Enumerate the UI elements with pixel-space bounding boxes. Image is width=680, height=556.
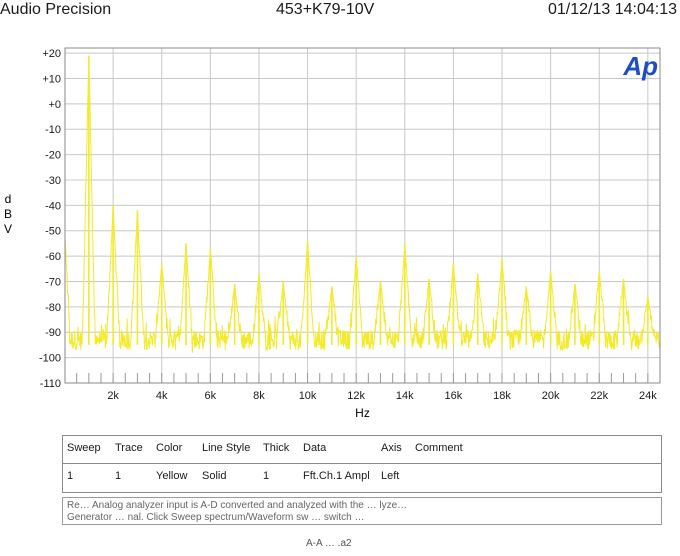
y-tick-label: -100 (39, 353, 61, 365)
cell-color: Yellow (156, 470, 188, 482)
col-axis-header: Axis (381, 442, 402, 454)
y-tick-label: -30 (45, 175, 61, 187)
cell-trace: 1 (115, 470, 122, 482)
plot-frame (64, 47, 661, 384)
cell-data: Fft.Ch.1 Ampl (303, 470, 370, 482)
y-tick-label: +0 (48, 99, 61, 111)
y-axis-label-char: V (4, 222, 12, 236)
col-thick-header: Thick (263, 442, 290, 454)
x-axis-label: Hz (355, 406, 370, 420)
y-axis: +20 +10 +0 -10 -20 -30 -40 -50 -60 -70 -80 -90 -100 -… (39, 48, 61, 390)
cell-linestyle: Solid (202, 470, 227, 482)
y-tick-label: -50 (45, 226, 61, 238)
x-tick-label: 2k (107, 390, 119, 402)
x-tick-label: 8k (253, 390, 265, 402)
x-axis: 2k 4k 6k 8k 10k 12k 14k 16k 18k 20k 22k 24k (107, 390, 657, 402)
spectrum-trace (64, 56, 661, 353)
header-timestamp: 01/12/13 14:04:13 (547, 1, 677, 18)
y-tick-label: -60 (45, 251, 61, 263)
spectrum-chart: +20 +10 +0 -10 -20 -30 -40 -50 -60 -70 -80 -90 -100 -… (4, 47, 661, 420)
col-data-header: Data (303, 442, 327, 454)
y-tick-label: -10 (45, 124, 61, 136)
col-linestyle-header: Line Style (202, 442, 251, 454)
notes-line-1: Re… Analog analyzer input is A-D convert… (67, 500, 408, 511)
y-tick-label: +10 (42, 73, 61, 85)
x-tick-label: 24k (639, 390, 657, 402)
x-tick-label: 4k (156, 390, 168, 402)
ap-logo-icon: Ap (622, 51, 658, 81)
y-tick-label: -90 (45, 327, 61, 339)
notes-panel: Re… Analog analyzer input is A-D convert… (62, 497, 662, 525)
y-axis-label-char: d (5, 192, 12, 206)
x-tick-label: 16k (445, 390, 463, 402)
y-tick-label: -70 (45, 276, 61, 288)
cell-axis: Left (381, 470, 400, 482)
y-tick-label: -110 (40, 378, 61, 390)
y-tick-label: +20 (42, 48, 61, 60)
y-axis-label-char: B (4, 207, 12, 221)
x-tick-label: 20k (542, 390, 560, 402)
col-comment-header: Comment (415, 442, 463, 454)
x-tick-label: 18k (493, 390, 511, 402)
y-tick-label: -80 (45, 302, 61, 314)
y-tick-label: -20 (45, 150, 61, 162)
table-header-row: Sweep Trace Color Line Style Thick Data … (63, 436, 661, 463)
table-row[interactable]: 1 1 Yellow Solid 1 Fft.Ch.1 Ampl Left (63, 464, 661, 491)
series-group (64, 55, 661, 353)
col-trace-header: Trace (115, 442, 143, 454)
x-tick-label: 10k (299, 390, 317, 402)
trace-legend-table: Sweep Trace Color Line Style Thick Data … (62, 435, 662, 493)
header-test-name: 453+K79-10V (276, 1, 375, 18)
y-tick-label: -40 (45, 200, 61, 212)
cell-sweep: 1 (67, 470, 74, 482)
col-sweep-header: Sweep (67, 442, 101, 454)
x-tick-label: 6k (205, 390, 217, 402)
notes-line-2: Generator … nal. Click Sweep spectrum/Wa… (67, 512, 365, 523)
footer-filename: A-A … .a2 (306, 538, 352, 549)
x-tick-label: 14k (396, 390, 414, 402)
x-tick-label: 12k (347, 390, 365, 402)
header-app-name: Audio Precision (0, 1, 112, 18)
col-color-header: Color (156, 442, 183, 454)
cell-thick: 1 (263, 470, 270, 482)
x-tick-label: 22k (590, 390, 608, 402)
